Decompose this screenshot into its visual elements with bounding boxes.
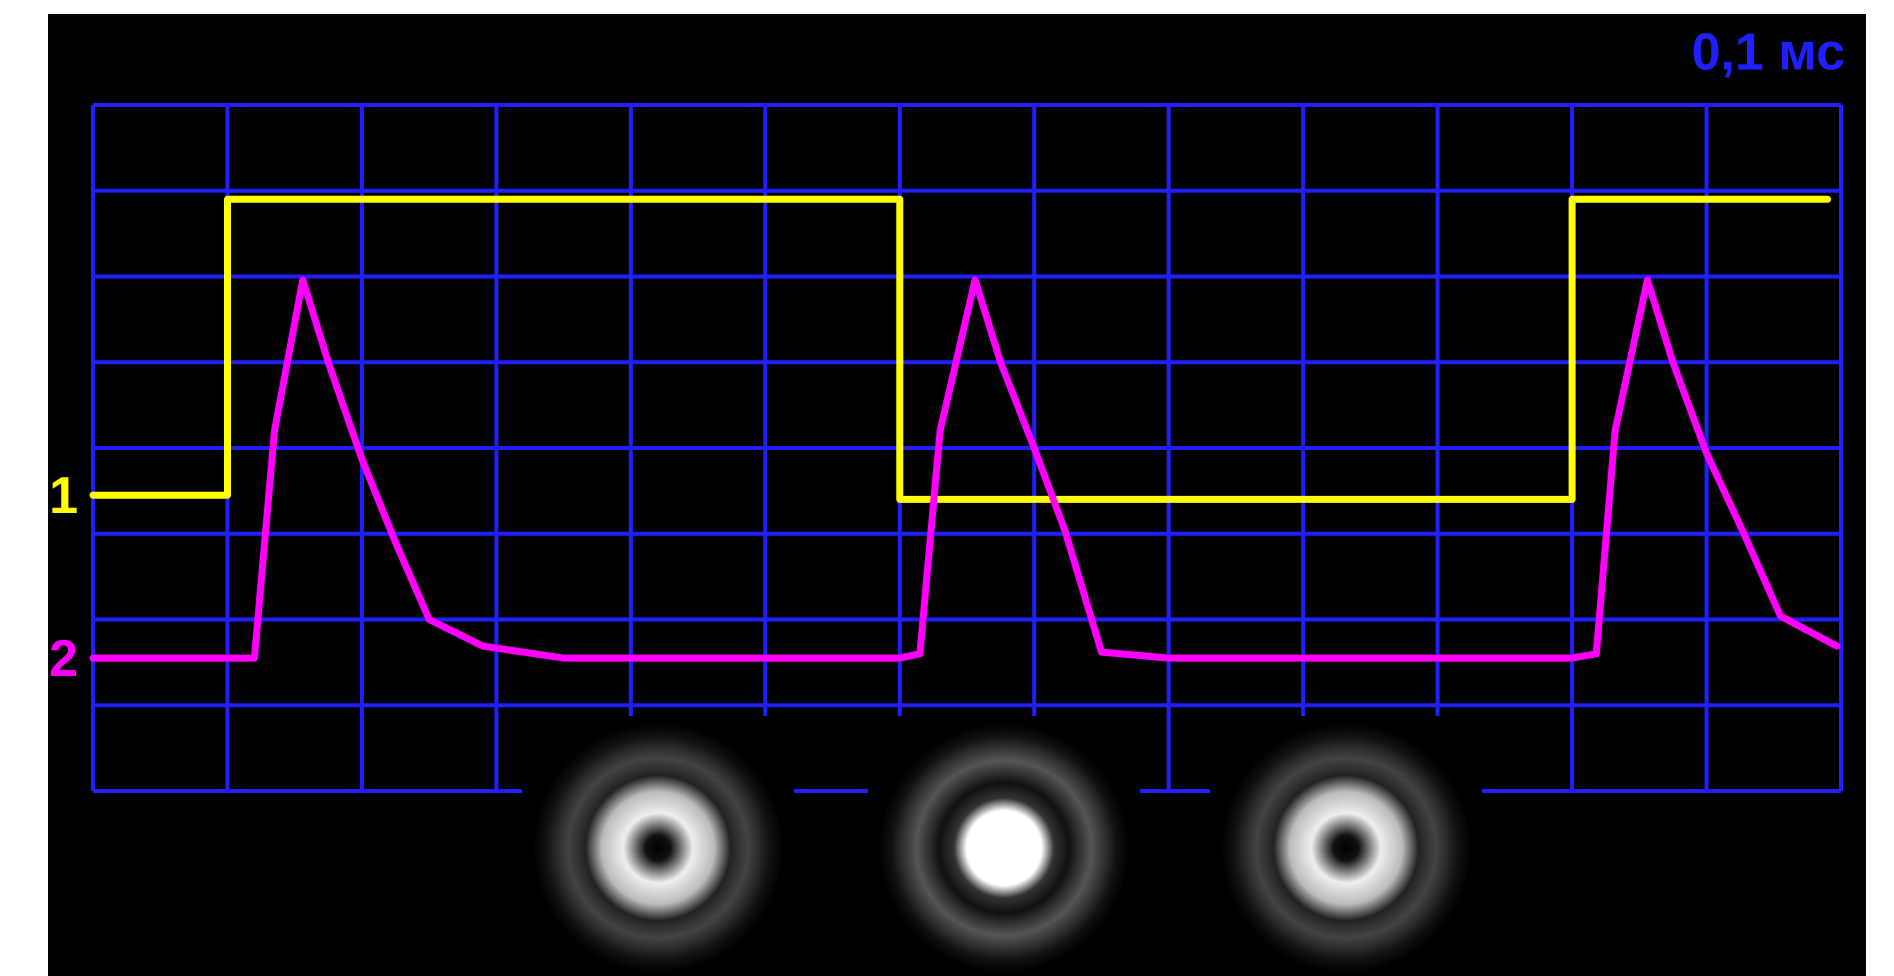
trace	[89, 195, 1832, 503]
trace	[89, 276, 1841, 662]
beam-profiles	[522, 716, 1482, 976]
timebase-label: 0,1 мс	[1692, 24, 1845, 82]
beam-donut	[533, 723, 783, 973]
traces: 12	[49, 195, 1841, 688]
beam-donut	[1221, 723, 1471, 973]
channel-label: 2	[49, 630, 78, 688]
beam-spot	[879, 723, 1129, 973]
channel-label: 1	[49, 467, 78, 525]
